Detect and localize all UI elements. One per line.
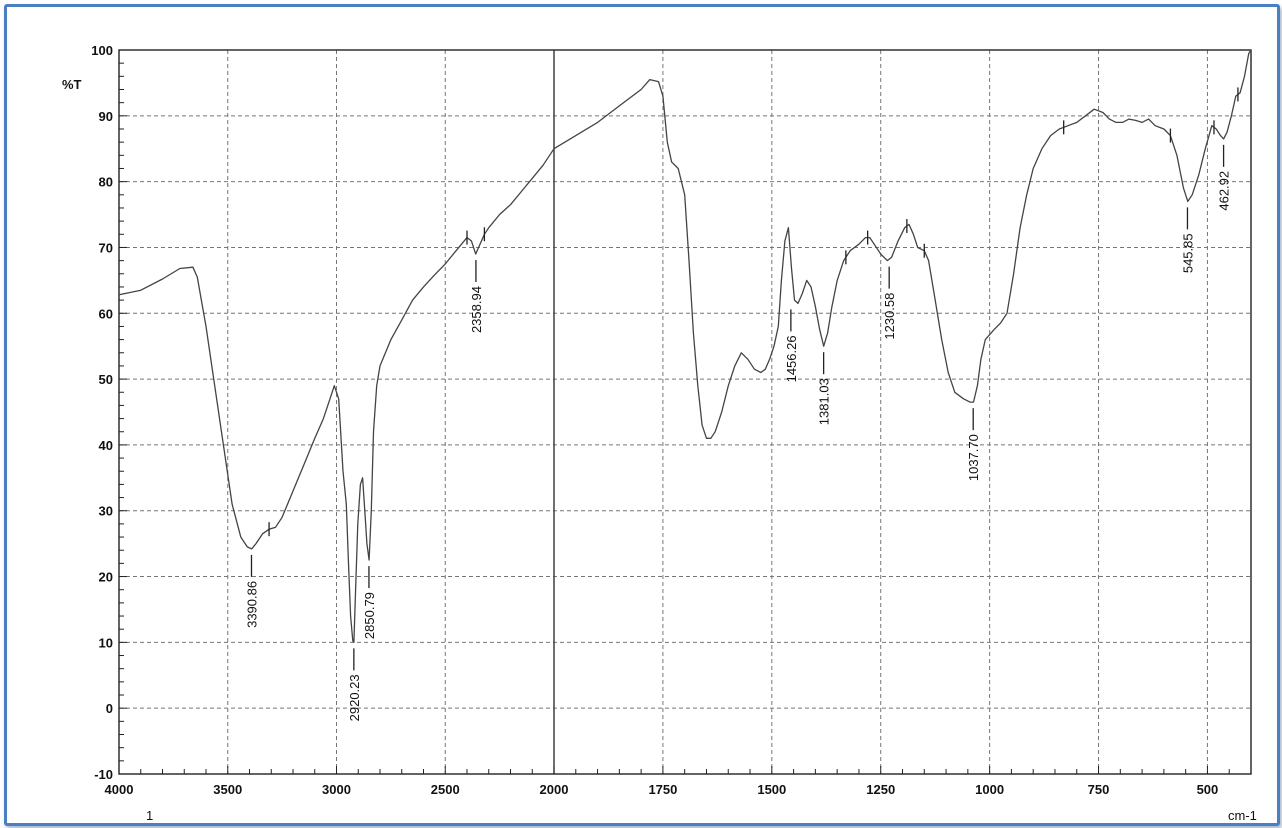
peak-annotations: 3390.86 2920.23 2850.79 2358.94 1456.26 1381.… bbox=[244, 144, 1232, 721]
grid-lines bbox=[119, 50, 1251, 774]
x-tick-label: 750 bbox=[1088, 782, 1110, 797]
axes bbox=[118, 49, 1252, 775]
y-axis-ticks: -10 0 10 20 30 40 50 60 70 80 90 100 bbox=[91, 43, 127, 782]
y-tick-label: 50 bbox=[99, 372, 113, 387]
series-group bbox=[118, 49, 1252, 644]
y-tick-label: -10 bbox=[94, 767, 113, 782]
peak-label: 1456.26 bbox=[784, 335, 799, 382]
x-tick-label: 3000 bbox=[322, 782, 351, 797]
x-tick-label: 4000 bbox=[105, 782, 134, 797]
peak-label: 2920.23 bbox=[347, 674, 362, 721]
peak-label: 1230.58 bbox=[882, 293, 897, 340]
x-tick-label: 2000 bbox=[540, 782, 569, 797]
y-tick-label: 60 bbox=[99, 306, 113, 321]
x-tick-label: 3500 bbox=[213, 782, 242, 797]
y-tick-label: 0 bbox=[106, 701, 113, 716]
peak-label: 2850.79 bbox=[362, 592, 377, 639]
plot-border bbox=[118, 49, 1252, 775]
y-tick-label: 70 bbox=[99, 240, 113, 255]
x-tick-label: 500 bbox=[1197, 782, 1219, 797]
peak-label: 1037.70 bbox=[966, 434, 981, 481]
x-axis-label: cm-1 bbox=[1228, 808, 1257, 823]
y-tick-label: 100 bbox=[91, 43, 113, 58]
y-tick-label: 30 bbox=[99, 504, 113, 519]
chart-frame bbox=[4, 4, 1280, 826]
y-tick-label: 20 bbox=[99, 570, 113, 585]
peak-label: 3390.86 bbox=[244, 581, 259, 628]
spectrum-line bbox=[118, 49, 1252, 644]
x-axis-ticks: 4000 3500 3000 2500 2000 1750 1500 1250 1000 750 5… bbox=[105, 766, 1252, 797]
x-corner-label: 1 bbox=[146, 808, 153, 823]
y-axis-label: %T bbox=[62, 77, 82, 92]
minor-peak-markers bbox=[268, 87, 1239, 537]
y-tick-label: 10 bbox=[99, 635, 113, 650]
peak-label: 1381.03 bbox=[817, 378, 832, 425]
x-tick-label: 1500 bbox=[757, 782, 786, 797]
x-tick-label: 1250 bbox=[866, 782, 895, 797]
y-tick-label: 40 bbox=[99, 438, 113, 453]
y-tick-label: 90 bbox=[99, 109, 113, 124]
x-tick-label: 1750 bbox=[648, 782, 677, 797]
x-tick-label: 1000 bbox=[975, 782, 1004, 797]
peak-label: 462.92 bbox=[1217, 171, 1232, 211]
peak-label: 545.85 bbox=[1180, 233, 1195, 273]
peak-label: 2358.94 bbox=[469, 286, 484, 333]
x-tick-label: 2500 bbox=[431, 782, 460, 797]
y-tick-label: 80 bbox=[99, 175, 113, 190]
